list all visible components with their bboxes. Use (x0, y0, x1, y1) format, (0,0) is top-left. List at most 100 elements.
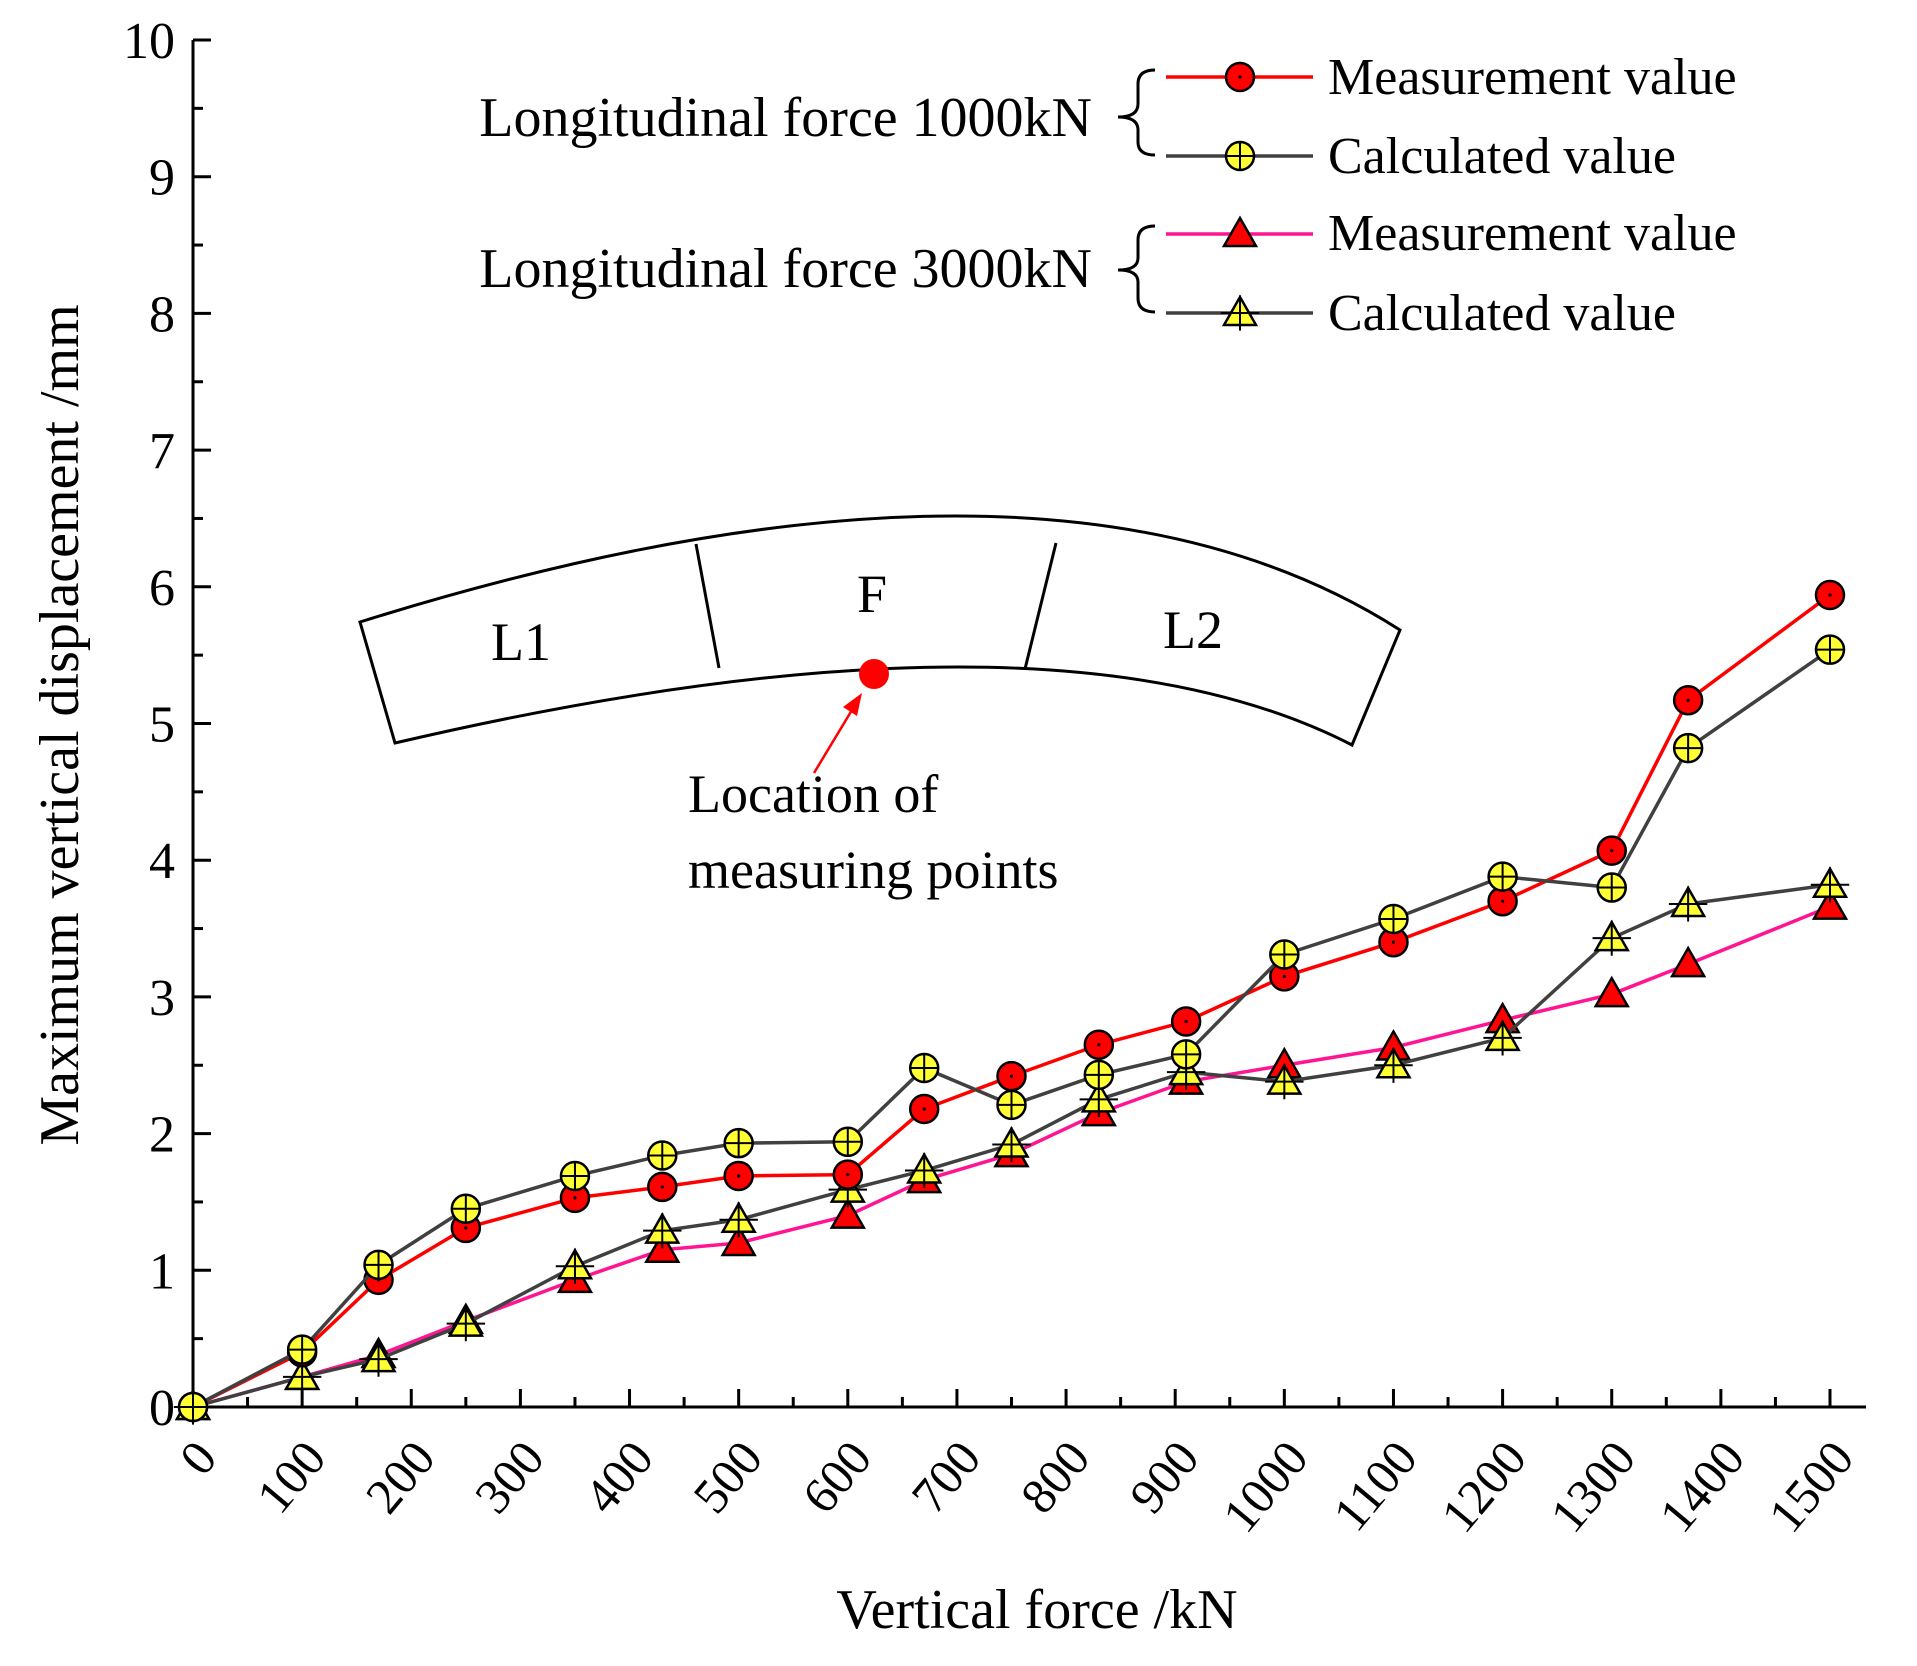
data-point (1483, 1019, 1522, 1056)
data-point (723, 1127, 754, 1159)
x-tick-label: 1000 (1212, 1430, 1319, 1543)
segment-label-l2: L2 (1163, 600, 1223, 660)
x-tick-label: 1500 (1757, 1430, 1864, 1543)
data-point (286, 1334, 318, 1365)
x-tick-label: 200 (355, 1430, 446, 1523)
tunnel-lining-outline (358, 514, 1402, 748)
x-tick-label: 0 (168, 1430, 227, 1485)
data-point (359, 1340, 398, 1377)
data-point (1265, 1063, 1304, 1100)
x-axis-title: Vertical force /kN (836, 1579, 1237, 1641)
segment-joint-left (694, 543, 721, 669)
legend-marker (1221, 215, 1259, 248)
data-point (832, 1159, 864, 1190)
legend-marker (1224, 61, 1256, 93)
data-point (829, 1197, 866, 1229)
legend-label-calculated-1000kN: Calculated value (1328, 128, 1676, 185)
data-point (647, 1171, 678, 1203)
x-tick-label: 700 (900, 1430, 991, 1523)
x-tick-label: 900 (1119, 1430, 1210, 1523)
segment-label-l1: L1 (491, 612, 551, 672)
data-point (450, 1193, 482, 1225)
data-point (1378, 903, 1409, 935)
data-point (908, 1052, 940, 1084)
x-axis-ticks: 0 100 200 300 400 500 600 700 800 900 1000 1100 1200… (168, 1389, 1864, 1543)
legend-swatch (1166, 215, 1313, 248)
x-tick-label: 400 (573, 1430, 664, 1523)
data-point (1596, 872, 1627, 903)
y-tick-label: 6 (149, 560, 175, 617)
data-point (1592, 919, 1631, 956)
data-point (1814, 579, 1846, 611)
x-tick-label: 1400 (1648, 1430, 1755, 1543)
legend-marker (1224, 140, 1256, 172)
segment-label-f: F (857, 564, 887, 624)
y-axis-ticks: 0 1 2 3 4 5 6 7 8 9 10 (123, 13, 211, 1437)
y-tick-label: 1 (149, 1243, 175, 1300)
y-tick-label: 3 (149, 970, 175, 1027)
series-line (192, 593, 1832, 1409)
data-point (559, 1160, 591, 1192)
data-point (904, 1151, 944, 1189)
x-tick-label: 1300 (1539, 1430, 1646, 1543)
data-point (1811, 888, 1849, 920)
measuring-point-marker (859, 659, 889, 689)
series-line (192, 648, 1831, 1409)
series-1 (177, 634, 1846, 1423)
series-layer (173, 579, 1850, 1425)
x-tick-label: 600 (791, 1430, 882, 1523)
data-point (1083, 1029, 1115, 1060)
tunnel-segment-diagram: L1 F L2 Location of measuring points (358, 514, 1402, 900)
series-line (192, 883, 1831, 1409)
data-point (177, 1391, 209, 1423)
legend-items (1166, 61, 1313, 331)
legend-brace-3000kN (1117, 224, 1156, 314)
data-point (647, 1140, 678, 1171)
y-tick-label: 9 (149, 150, 175, 207)
data-point (1593, 975, 1630, 1008)
y-tick-label: 4 (149, 833, 175, 890)
y-axis-title: Maximum vertical displacement /mm (29, 304, 91, 1145)
data-point (1487, 861, 1518, 892)
data-point (446, 1305, 486, 1342)
y-tick-label: 5 (149, 697, 175, 754)
legend-swatch (1166, 61, 1313, 93)
measuring-point-arrow (812, 699, 860, 774)
y-tick-label: 0 (149, 1380, 175, 1437)
data-point (1170, 1006, 1202, 1037)
series-line (192, 905, 1831, 1409)
legend-group-label-1000kN: Longitudinal force 1000kN (479, 87, 1092, 149)
x-tick-label: 300 (464, 1430, 555, 1523)
y-tick-label: 2 (149, 1107, 175, 1164)
legend-group-label-3000kN: Longitudinal force 3000kN (479, 238, 1092, 300)
y-tick-label: 10 (123, 13, 175, 70)
x-tick-label: 800 (1009, 1430, 1100, 1523)
legend-marker (1220, 294, 1260, 331)
measuring-point-label-line2: measuring points (688, 840, 1058, 900)
legend: Longitudinal force 1000kN Longitudinal f… (479, 49, 1736, 342)
data-point (1596, 835, 1627, 866)
data-point (996, 1060, 1027, 1092)
data-point (723, 1160, 754, 1192)
data-point (1814, 634, 1846, 665)
data-point (719, 1201, 758, 1238)
data-point (1669, 945, 1707, 978)
data-point (1170, 1039, 1202, 1070)
data-point (720, 1224, 757, 1257)
data-point (555, 1247, 595, 1284)
data-point (1668, 885, 1708, 922)
data-point (1810, 866, 1850, 903)
data-point (996, 1089, 1027, 1121)
x-tick-label: 1200 (1430, 1430, 1537, 1543)
data-point (363, 1249, 394, 1281)
data-point (1079, 1080, 1119, 1118)
legend-swatch (1166, 140, 1313, 172)
x-tick-label: 500 (682, 1430, 773, 1523)
legend-brace-1000kN (1117, 68, 1156, 157)
data-point (908, 1093, 940, 1125)
data-point (1269, 961, 1300, 992)
x-tick-label: 100 (245, 1430, 336, 1523)
data-point (1374, 1046, 1413, 1083)
data-point (1269, 939, 1300, 970)
